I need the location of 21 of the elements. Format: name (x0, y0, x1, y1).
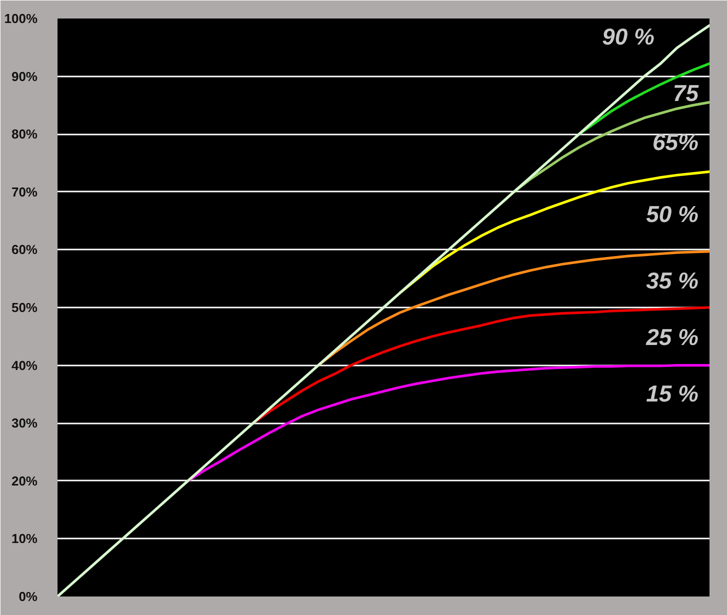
y-tick-label: 70% (11, 184, 38, 200)
y-tick-label: 90% (11, 68, 38, 84)
y-tick-label: 60% (11, 242, 38, 258)
y-tick-label: 80% (11, 126, 38, 142)
y-tick-label: 0% (18, 589, 38, 604)
series-label: 90 % (602, 23, 655, 50)
series-label: 25 % (645, 324, 699, 350)
y-tick-label: 20% (11, 473, 38, 488)
y-tick-label: 50% (11, 300, 38, 315)
series-label: 75 (672, 80, 700, 106)
y-tick-label: 40% (11, 358, 38, 373)
line-series (317, 250, 710, 367)
y-tick-label: 100% (4, 11, 38, 26)
line-series (186, 364, 710, 482)
series-label: 65% (652, 128, 699, 155)
y-tick-label: 30% (11, 416, 38, 431)
line-series (58, 24, 710, 596)
series-label: 15 % (646, 380, 699, 407)
series-label: 50 % (646, 200, 699, 227)
series-label: 35 % (646, 268, 699, 294)
y-tick-label: 10% (11, 531, 38, 546)
